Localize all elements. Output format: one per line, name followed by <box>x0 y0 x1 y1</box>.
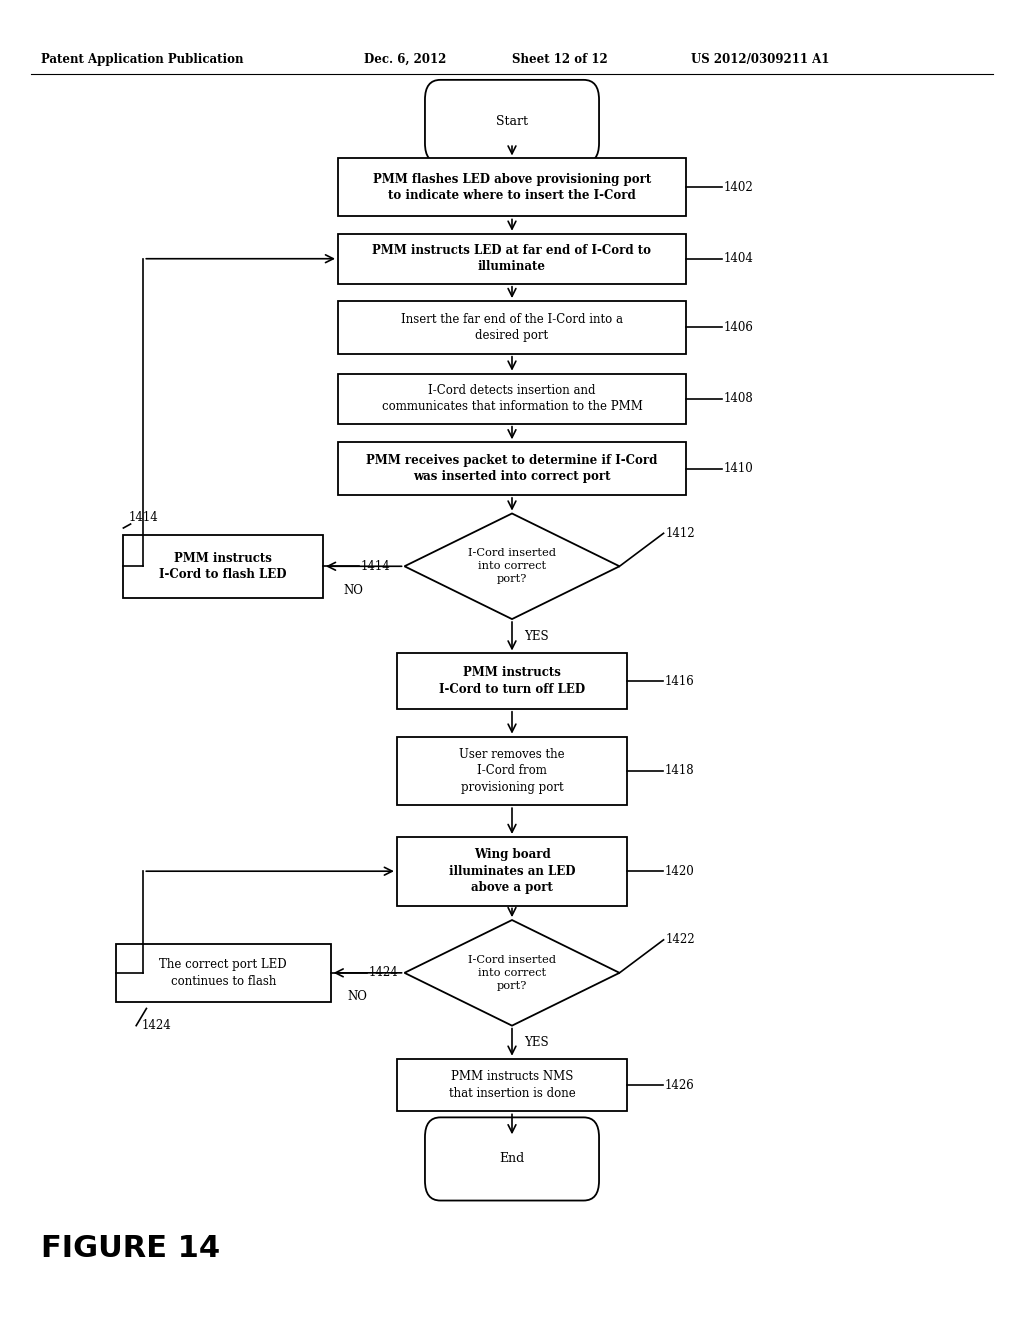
Text: PMM instructs LED at far end of I-Cord to
illuminate: PMM instructs LED at far end of I-Cord t… <box>373 244 651 273</box>
Text: User removes the
I-Cord from
provisioning port: User removes the I-Cord from provisionin… <box>459 748 565 793</box>
Text: 1414: 1414 <box>129 511 159 524</box>
Text: US 2012/0309211 A1: US 2012/0309211 A1 <box>691 53 829 66</box>
Polygon shape <box>404 513 620 619</box>
Text: Wing board
illuminates an LED
above a port: Wing board illuminates an LED above a po… <box>449 849 575 894</box>
Text: 1416: 1416 <box>666 675 695 688</box>
Text: I-Cord inserted
into correct
port?: I-Cord inserted into correct port? <box>468 549 556 583</box>
Text: 1418: 1418 <box>666 764 694 777</box>
Text: PMM flashes LED above provisioning port
to indicate where to insert the I-Cord: PMM flashes LED above provisioning port … <box>373 173 651 202</box>
FancyBboxPatch shape <box>123 535 324 598</box>
Text: The correct port LED
continues to flash: The correct port LED continues to flash <box>160 958 287 987</box>
Text: YES: YES <box>524 630 549 643</box>
Text: 1408: 1408 <box>724 392 754 405</box>
Text: PMM instructs
I-Cord to turn off LED: PMM instructs I-Cord to turn off LED <box>439 667 585 696</box>
FancyBboxPatch shape <box>397 1059 627 1111</box>
Text: Sheet 12 of 12: Sheet 12 of 12 <box>512 53 608 66</box>
FancyBboxPatch shape <box>338 158 686 216</box>
FancyBboxPatch shape <box>425 1117 599 1201</box>
Text: Start: Start <box>496 115 528 128</box>
Text: 1404: 1404 <box>724 252 754 265</box>
FancyBboxPatch shape <box>338 301 686 354</box>
Text: 1402: 1402 <box>724 181 754 194</box>
Text: 1422: 1422 <box>666 933 695 946</box>
Polygon shape <box>404 920 620 1026</box>
FancyBboxPatch shape <box>425 79 599 162</box>
Text: 1412: 1412 <box>666 527 695 540</box>
Text: I-Cord detects insertion and
communicates that information to the PMM: I-Cord detects insertion and communicate… <box>382 384 642 413</box>
FancyBboxPatch shape <box>397 837 627 906</box>
Text: PMM instructs
I-Cord to flash LED: PMM instructs I-Cord to flash LED <box>160 552 287 581</box>
Text: 1426: 1426 <box>666 1078 695 1092</box>
Text: 1420: 1420 <box>666 865 695 878</box>
Text: PMM instructs NMS
that insertion is done: PMM instructs NMS that insertion is done <box>449 1071 575 1100</box>
Text: I-Cord inserted
into correct
port?: I-Cord inserted into correct port? <box>468 956 556 990</box>
FancyBboxPatch shape <box>338 234 686 284</box>
Text: Dec. 6, 2012: Dec. 6, 2012 <box>364 53 445 66</box>
Text: 1406: 1406 <box>724 321 754 334</box>
Text: YES: YES <box>524 1036 549 1048</box>
Text: Insert the far end of the I-Cord into a
desired port: Insert the far end of the I-Cord into a … <box>401 313 623 342</box>
FancyBboxPatch shape <box>338 442 686 495</box>
FancyBboxPatch shape <box>397 653 627 709</box>
FancyBboxPatch shape <box>338 374 686 424</box>
Text: Patent Application Publication: Patent Application Publication <box>41 53 244 66</box>
Text: 1424: 1424 <box>141 1019 171 1032</box>
FancyBboxPatch shape <box>397 737 627 805</box>
Text: 1414: 1414 <box>360 560 391 573</box>
Text: NO: NO <box>344 583 364 597</box>
FancyBboxPatch shape <box>116 944 331 1002</box>
Text: FIGURE 14: FIGURE 14 <box>41 1234 220 1263</box>
Text: NO: NO <box>347 990 368 1003</box>
Text: 1410: 1410 <box>724 462 754 475</box>
Text: 1424: 1424 <box>369 966 398 979</box>
Text: PMM receives packet to determine if I-Cord
was inserted into correct port: PMM receives packet to determine if I-Co… <box>367 454 657 483</box>
Text: End: End <box>500 1152 524 1166</box>
